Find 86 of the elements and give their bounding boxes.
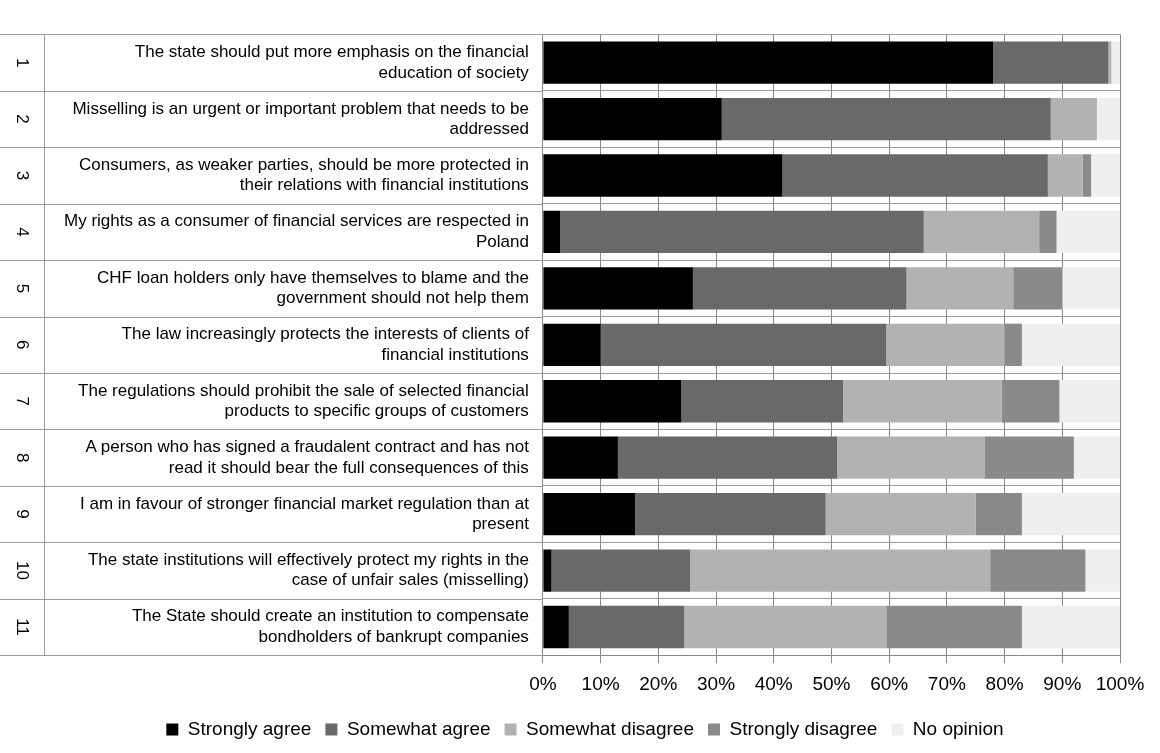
bar — [825, 492, 976, 536]
legend-label: Strongly agree — [187, 717, 312, 739]
bar — [617, 436, 838, 479]
bar — [1047, 154, 1083, 197]
bar — [543, 154, 783, 197]
bar — [635, 492, 826, 536]
text: 3 — [13, 170, 33, 181]
bar — [1085, 549, 1120, 592]
text: 6 — [13, 340, 33, 350]
text: 7 — [13, 396, 33, 406]
y-tick-label: My rights as a consumer of financial services are respected in Poland — [63, 211, 529, 251]
x-tick-label: 50% — [812, 672, 851, 694]
x-tick-label: 100% — [1095, 672, 1145, 694]
bar — [1021, 605, 1120, 649]
bar — [906, 267, 1014, 310]
bar — [684, 605, 887, 649]
text: 9 — [13, 509, 33, 519]
text: 5 — [13, 283, 33, 294]
bar — [543, 41, 994, 84]
y-tick-label: The law increasingly protects the interests of clients of financial institutions — [121, 324, 530, 364]
x-tick-label: 90% — [1043, 672, 1082, 694]
legend-label: Somewhat agree — [346, 717, 491, 739]
x-tick-label: 80% — [985, 672, 1024, 694]
text: 1 — [13, 57, 33, 68]
bar — [721, 97, 1051, 141]
text: 11 — [13, 618, 33, 636]
bar — [543, 380, 682, 423]
y-tick-label: The state institutions will effectively protect my rights in the case of unfair sales (misselling) — [87, 550, 529, 590]
legend-label: Somewhat disagree — [526, 717, 694, 739]
bar — [1111, 41, 1120, 84]
y-tick-label: I am in favour of stronger financial market regulation than at present — [80, 493, 530, 533]
bar — [1096, 97, 1120, 141]
bar — [543, 436, 618, 479]
x-tick-label: 30% — [696, 672, 736, 694]
bar — [1021, 323, 1120, 366]
bar — [681, 380, 843, 423]
legend-label: Strongly disagree — [729, 717, 878, 739]
x-tick-label: 40% — [754, 672, 793, 694]
bar — [837, 436, 985, 479]
legend-label: No opinion — [912, 717, 1004, 739]
y-tick-label: Misselling is an urgent or important problem that needs to be addressed — [72, 98, 529, 138]
bar — [543, 210, 561, 254]
x-tick-label: 0% — [529, 672, 557, 694]
bar — [993, 41, 1109, 84]
text: 10 — [13, 561, 33, 581]
x-tick-label: 20% — [639, 672, 678, 694]
bar — [543, 549, 552, 592]
bar — [1056, 210, 1120, 254]
bar — [842, 380, 1002, 423]
x-tick-label: 60% — [870, 672, 909, 694]
bar — [782, 154, 1048, 197]
bar — [543, 267, 693, 310]
y-tick-label: The State should create an institution to compensate bondholders of bankrupt companies — [131, 606, 529, 646]
bar — [1108, 41, 1112, 84]
text: 2 — [13, 114, 33, 124]
bar — [1004, 323, 1022, 366]
text: 4 — [13, 227, 33, 237]
bar — [560, 210, 924, 254]
bar — [886, 323, 1005, 366]
bar — [1039, 210, 1057, 254]
bar — [923, 210, 1040, 254]
y-tick-label: A person who has signed a fraudalent contract and has not read it should bear the full consequences of this — [85, 437, 530, 477]
text: 8 — [13, 452, 33, 463]
bar — [1021, 492, 1120, 536]
bar — [1073, 436, 1120, 479]
bar — [600, 323, 887, 366]
x-tick-label: 70% — [927, 672, 966, 694]
bar — [1013, 267, 1063, 310]
bar — [1091, 154, 1120, 197]
x-tick-label: 10% — [581, 672, 620, 694]
bar — [543, 605, 569, 649]
bar — [690, 549, 991, 592]
y-tick-label: The regulations should prohibit the sale of selected financial products to specific groups of customers — [78, 380, 529, 421]
bar — [1082, 154, 1092, 197]
y-tick-label: The state should put more emphasis on the financial education of society — [134, 42, 530, 82]
bar — [1059, 380, 1120, 423]
bar — [551, 549, 691, 592]
bar — [1050, 97, 1097, 141]
y-tick-label: Consumers, as weaker parties, should be more protected in their relations with financial institutions — [79, 154, 529, 195]
bar — [1062, 267, 1120, 310]
bar — [568, 605, 685, 649]
y-tick-label: CHF loan holders only have themselves to blame and the government should not help them — [97, 267, 529, 308]
bar — [543, 323, 601, 366]
bar — [692, 267, 907, 310]
bar — [543, 492, 636, 536]
bar — [543, 97, 722, 141]
